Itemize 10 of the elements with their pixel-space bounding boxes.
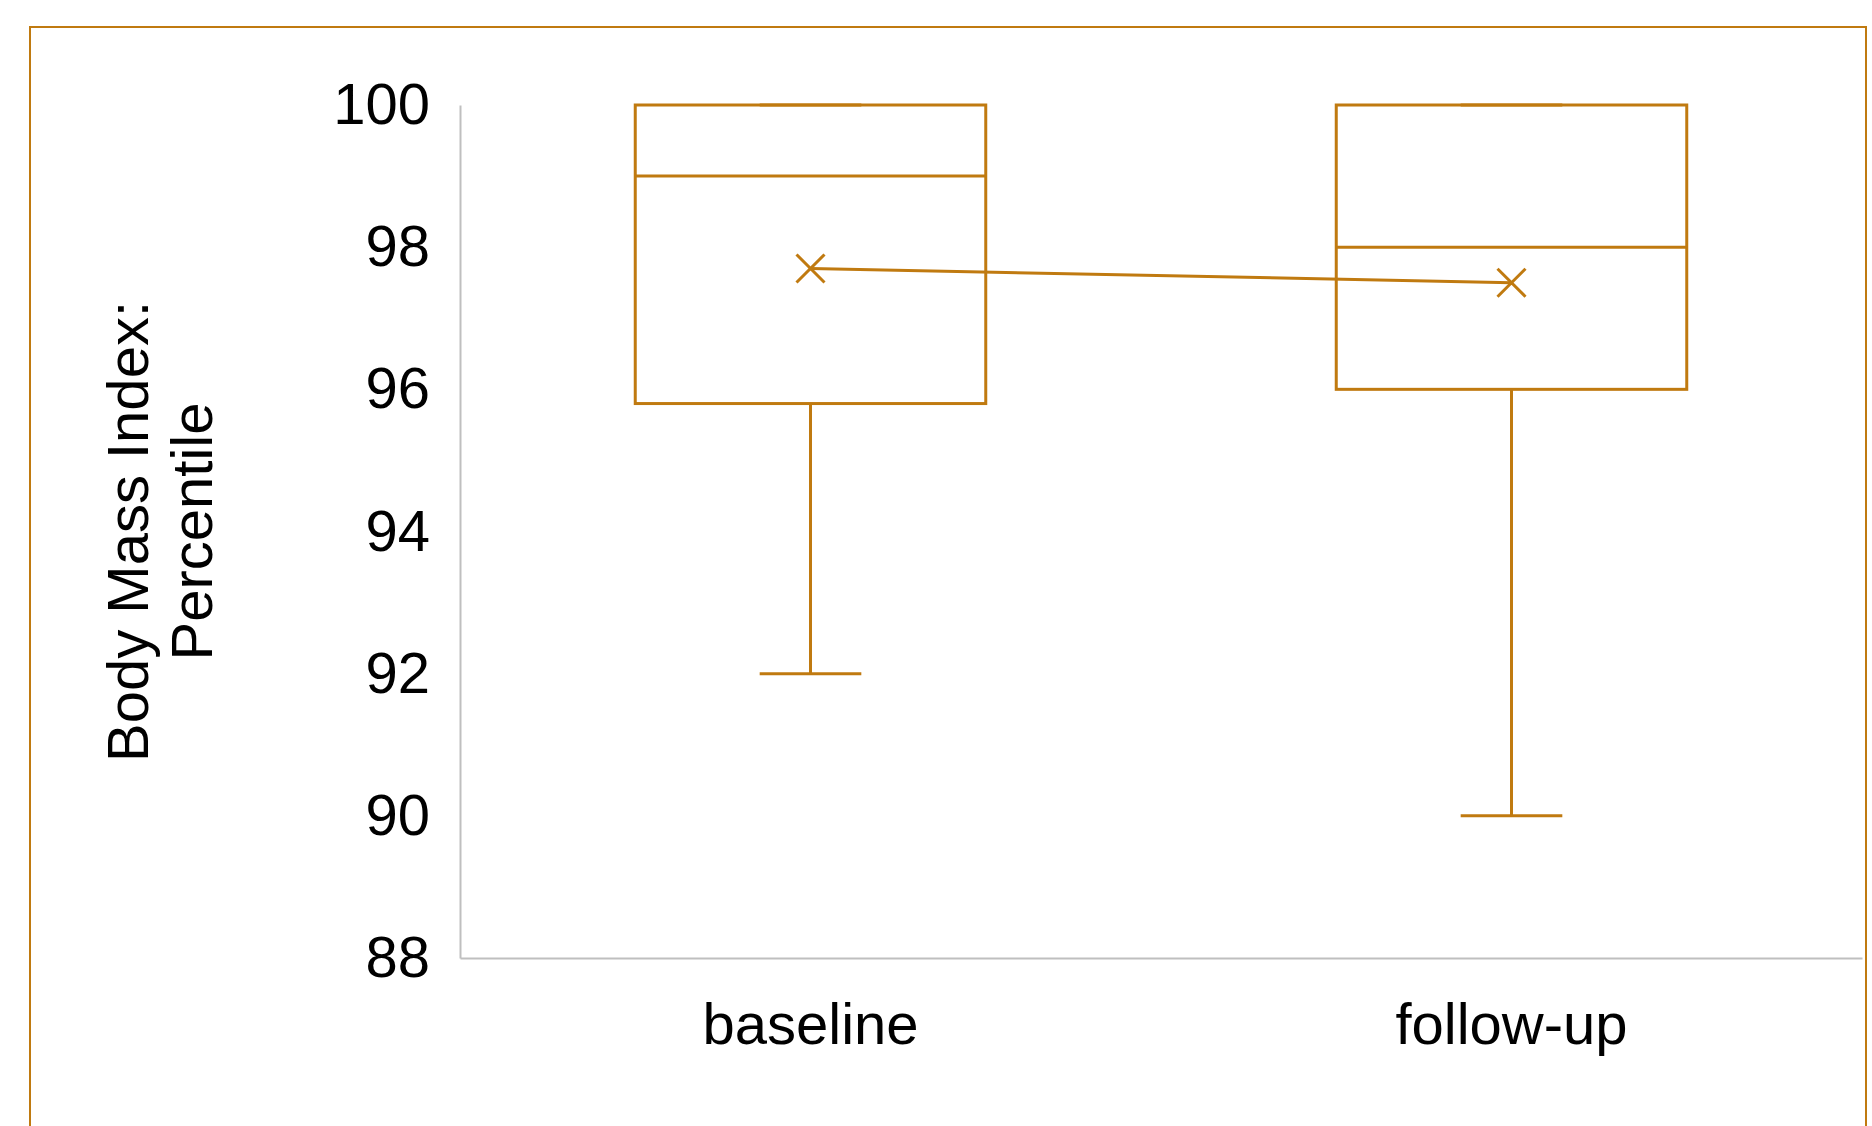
y-axis-title: Body Mass Index: Percentile: [95, 301, 225, 762]
x-tick-label: baseline: [702, 991, 919, 1057]
y-tick-label: 92: [365, 639, 430, 705]
y-tick-label: 88: [365, 924, 430, 990]
y-tick-label: 94: [365, 497, 430, 563]
y-tick-label: 90: [365, 781, 430, 847]
x-tick-label: follow-up: [1395, 991, 1628, 1057]
y-tick-label: 100: [333, 71, 430, 137]
y-tick-label: 96: [365, 355, 430, 421]
y-tick-label: 98: [365, 213, 430, 279]
